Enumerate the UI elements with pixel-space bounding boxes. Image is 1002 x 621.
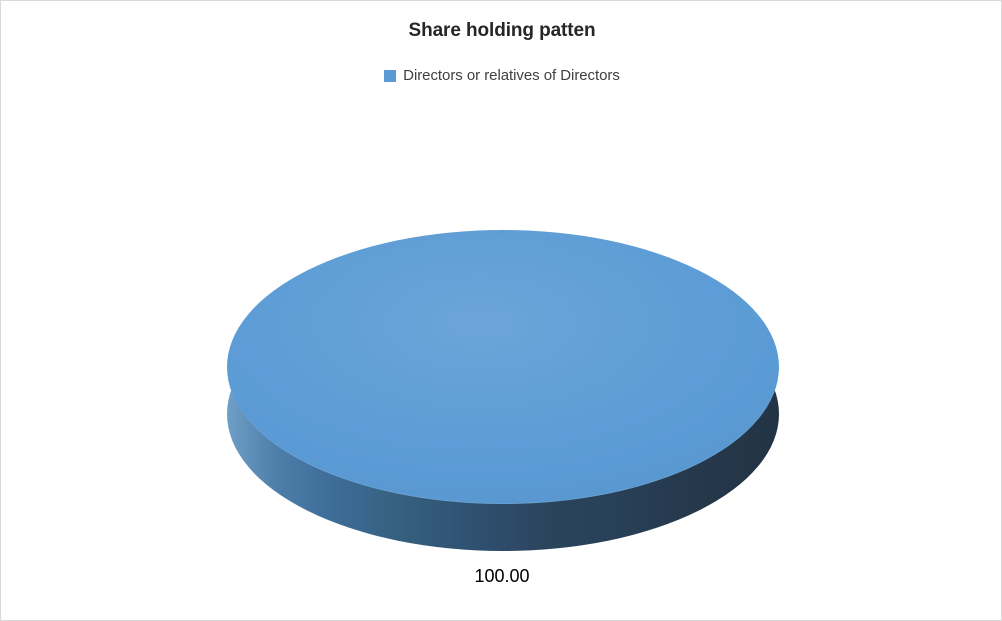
legend-color-swatch-icon (384, 69, 397, 82)
pie-slice-shading (227, 230, 779, 504)
pie-slice-data-label: 100.00 (474, 566, 530, 586)
legend-item-label: Directors or relatives of Directors (403, 67, 620, 84)
pie-slice-directors[interactable] (227, 230, 779, 504)
legend-item-directors[interactable]: Directors or relatives of Directors (384, 67, 620, 84)
chart-title: Share holding patten (408, 20, 596, 41)
pie-slice-seam (502, 231, 504, 233)
chart-legend: Directors or relatives of Directors (1, 67, 1001, 84)
pie-chart-plot-area (227, 230, 779, 551)
